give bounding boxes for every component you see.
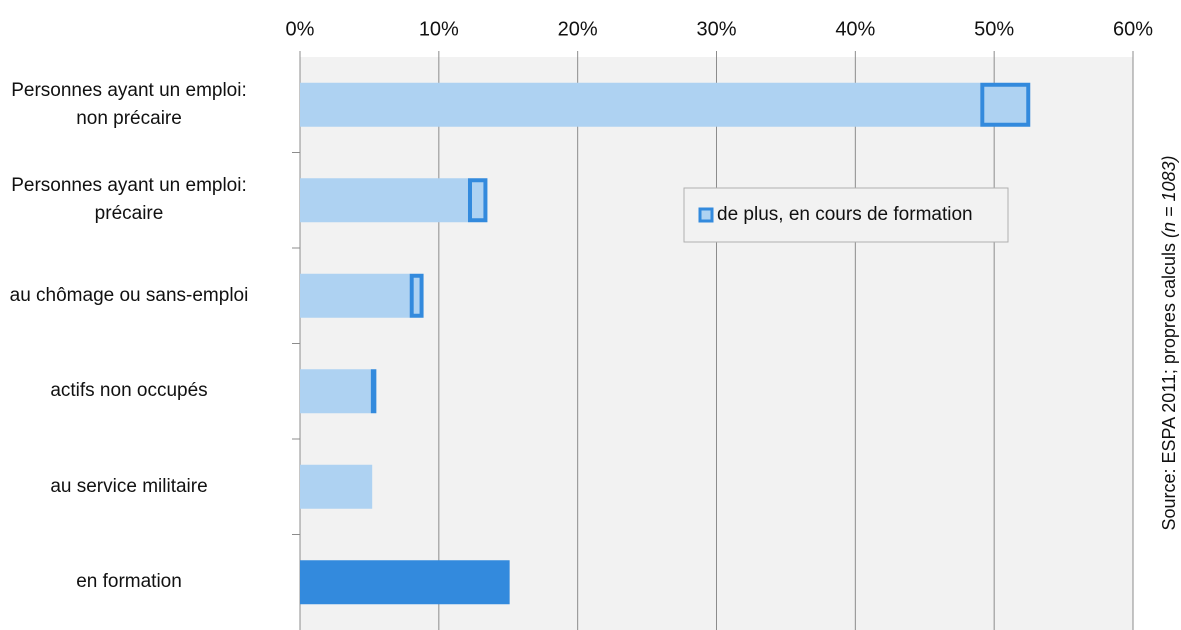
x-tick-label: 20%: [558, 18, 598, 40]
bar: [300, 273, 410, 318]
bar: [300, 560, 510, 605]
bar: [980, 82, 1031, 127]
y-tick-label: Personnes ayant un emploi: précaire: [11, 175, 247, 225]
bar: [300, 369, 371, 414]
source-note: Source: ESPA 2011; propres calculs (n = …: [1159, 155, 1179, 530]
bar: [467, 178, 488, 223]
bar: [300, 464, 373, 509]
source-n: (n = 1083): [1159, 155, 1179, 238]
legend-swatch: [698, 207, 714, 223]
x-tick-label: 0%: [286, 18, 315, 40]
y-tick-label: Personnes ayant un emploi: non précaire: [11, 79, 247, 129]
source-text: Source: ESPA 2011; propres calculs: [1159, 243, 1179, 531]
x-tick-label: 30%: [696, 18, 736, 40]
x-tick-label: 40%: [835, 18, 875, 40]
bar: [409, 273, 424, 318]
bar: [300, 178, 468, 223]
legend-box: [683, 187, 1009, 243]
x-tick-label: 60%: [1113, 18, 1153, 40]
bar: [300, 82, 981, 127]
x-tick-label: 50%: [974, 18, 1014, 40]
bar: [370, 369, 377, 414]
y-tick-label: actifs non occupés: [50, 380, 208, 402]
legend-label: de plus, en cours de formation: [717, 204, 973, 225]
y-tick-label: au chômage ou sans-emploi: [9, 284, 249, 306]
y-tick-label: au service militaire: [50, 475, 208, 497]
x-tick-label: 10%: [419, 18, 459, 40]
y-tick-label: en formation: [76, 571, 182, 593]
